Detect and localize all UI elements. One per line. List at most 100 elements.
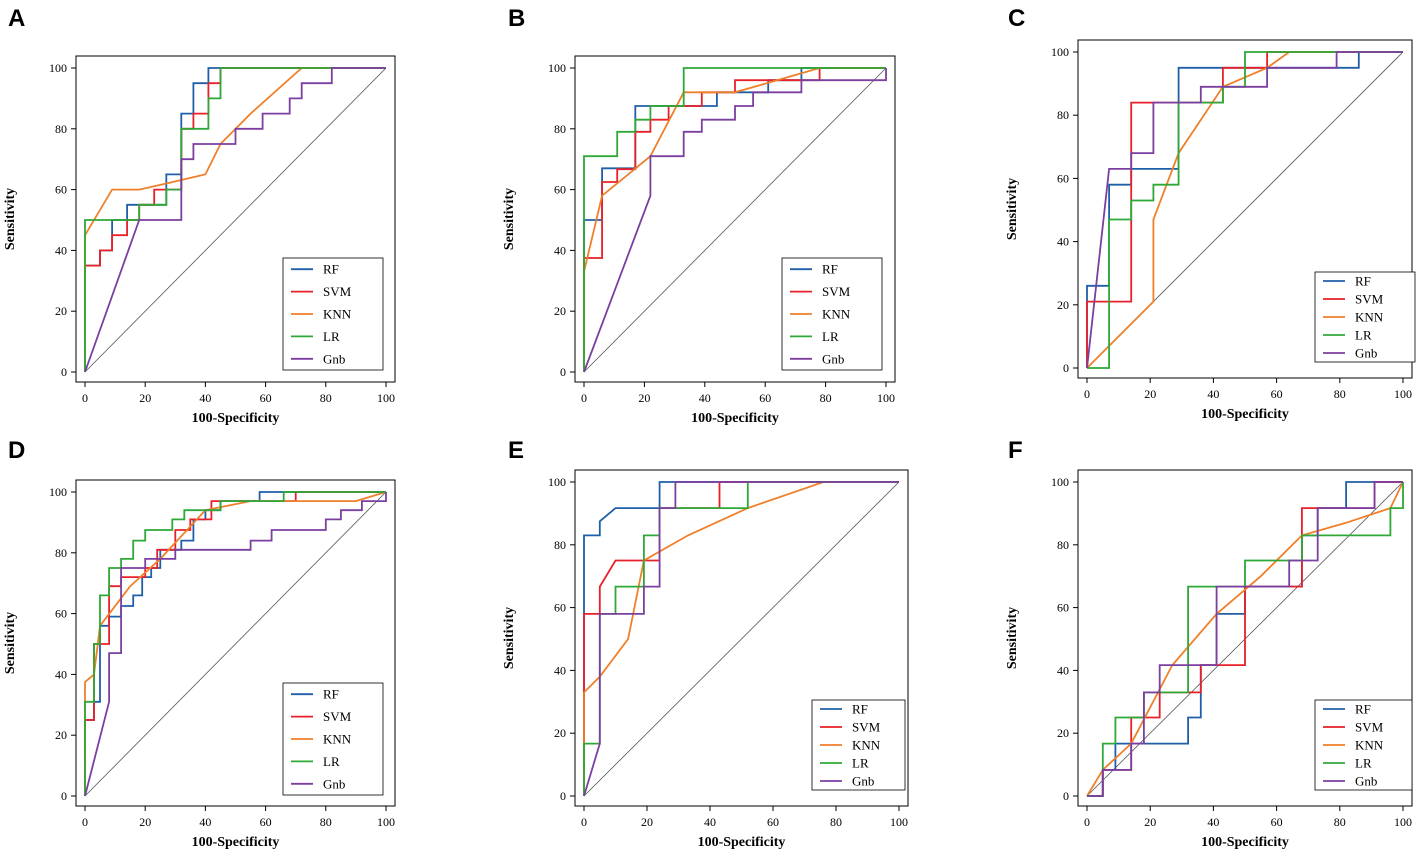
x-tick-label: 100 — [890, 815, 908, 829]
legend-label-knn: KNN — [1355, 310, 1384, 325]
reference-diagonal — [84, 67, 387, 373]
y-tick-label: 20 — [55, 728, 67, 742]
legend-label-svm: SVM — [1355, 720, 1384, 735]
series-line-knn — [84, 491, 387, 796]
series-line-gnb — [1087, 481, 1403, 797]
x-tick-label: 40 — [1207, 815, 1219, 829]
y-tick-label: 100 — [1051, 475, 1069, 489]
series-line-knn — [1086, 481, 1404, 797]
y-tick-label: 80 — [55, 546, 67, 560]
roc-panel-f: F 0 20 40 60 80 100 0 20 40 60 80 100 100-Specificity… — [1005, 437, 1413, 850]
panel-letter: A — [8, 5, 25, 32]
legend-label-rf: RF — [323, 262, 339, 277]
y-tick-label: 80 — [1057, 108, 1069, 122]
x-tick-label: 0 — [1084, 815, 1090, 829]
legend-label-knn: KNN — [323, 307, 352, 322]
y-tick-label: 60 — [554, 183, 566, 197]
legend-label-lr: LR — [822, 329, 839, 344]
y-tick-label: 40 — [554, 243, 566, 257]
y-tick-label: 40 — [554, 663, 566, 677]
legend-label-knn: KNN — [323, 732, 352, 747]
plot-frame — [1077, 469, 1413, 807]
y-axis-title: Sensitivity — [3, 188, 18, 250]
y-tick-label: 40 — [1057, 235, 1069, 249]
y-tick-label: 100 — [49, 61, 67, 75]
y-tick-label: 0 — [560, 365, 566, 379]
y-axis-title: Sensitivity — [502, 607, 517, 669]
legend-label-knn: KNN — [822, 307, 851, 322]
legend-label-knn: KNN — [1355, 738, 1384, 753]
series-line-lr — [583, 67, 886, 372]
x-tick-label: 40 — [704, 815, 716, 829]
y-tick-label: 20 — [55, 304, 67, 318]
legend-label-svm: SVM — [323, 709, 352, 724]
x-tick-label: 40 — [699, 391, 711, 405]
x-tick-label: 60 — [260, 391, 272, 405]
y-tick-label: 80 — [1057, 538, 1069, 552]
panel-letter: C — [1008, 5, 1025, 32]
x-tick-label: 0 — [82, 815, 88, 829]
x-axis-title: 100-Specificity — [192, 411, 280, 426]
legend-label-lr: LR — [1355, 756, 1372, 771]
y-tick-label: 20 — [554, 304, 566, 318]
x-tick-label: 100 — [377, 391, 395, 405]
x-tick-label: 100 — [377, 815, 395, 829]
x-tick-label: 0 — [82, 391, 88, 405]
series-line-lr — [84, 491, 386, 796]
legend-label-gnb: Gnb — [323, 351, 345, 366]
legend-label-gnb: Gnb — [1355, 774, 1377, 789]
series-line-svm — [583, 481, 899, 796]
y-tick-label: 100 — [548, 61, 566, 75]
legend-label-svm: SVM — [323, 284, 352, 299]
series-line-knn — [84, 67, 386, 372]
series-line-lr — [1087, 482, 1404, 797]
legend-label-knn: KNN — [852, 738, 881, 753]
x-tick-label: 100 — [877, 391, 895, 405]
roc-panel-c: C 0 20 40 60 80 100 0 20 40 60 80 100 100-Specificity… — [1005, 5, 1416, 422]
x-tick-label: 0 — [1084, 387, 1090, 401]
x-tick-label: 20 — [1144, 815, 1156, 829]
y-tick-label: 0 — [560, 789, 566, 803]
legend-label-lr: LR — [323, 754, 340, 769]
reference-diagonal — [583, 67, 887, 373]
legend-label-gnb: Gnb — [822, 351, 844, 366]
x-tick-label: 20 — [139, 391, 151, 405]
roc-panel-e: E 0 20 40 60 80 100 0 20 40 60 80 100 100-Specificity… — [502, 437, 909, 850]
x-tick-label: 40 — [199, 815, 211, 829]
panel-letter: B — [508, 5, 525, 32]
series-line-gnb — [583, 481, 899, 797]
x-axis-title: 100-Specificity — [1201, 407, 1289, 422]
series-line-knn — [1086, 51, 1403, 369]
legend-label-svm: SVM — [822, 284, 851, 299]
y-tick-label: 60 — [55, 183, 67, 197]
roc-panel-b: B 0 20 40 60 80 100 0 20 40 60 80 100 100-Specificity… — [502, 5, 896, 426]
x-tick-label: 80 — [1334, 815, 1346, 829]
x-tick-label: 40 — [199, 391, 211, 405]
panel-letter: E — [508, 437, 524, 464]
y-axis-title: Sensitivity — [3, 612, 18, 674]
legend-label-lr: LR — [1355, 328, 1372, 343]
plot-frame — [574, 469, 909, 807]
plot-frame — [75, 479, 396, 807]
x-tick-label: 60 — [1271, 387, 1283, 401]
y-tick-label: 60 — [1057, 171, 1069, 185]
legend-label-svm: SVM — [852, 720, 881, 735]
plot-frame — [574, 55, 896, 383]
y-axis-title: Sensitivity — [502, 188, 517, 250]
y-tick-label: 0 — [61, 789, 67, 803]
x-tick-label: 80 — [320, 815, 332, 829]
y-tick-label: 40 — [55, 243, 67, 257]
x-tick-label: 80 — [820, 391, 832, 405]
y-tick-label: 20 — [1057, 298, 1069, 312]
x-tick-label: 80 — [830, 815, 842, 829]
x-tick-label: 20 — [139, 815, 151, 829]
x-tick-label: 60 — [759, 391, 771, 405]
x-axis-title: 100-Specificity — [1201, 835, 1289, 850]
x-axis-title: 100-Specificity — [691, 411, 779, 426]
legend-label-rf: RF — [1355, 702, 1371, 717]
legend-label-lr: LR — [852, 756, 869, 771]
y-tick-label: 20 — [1057, 726, 1069, 740]
y-axis-title: Sensitivity — [1005, 607, 1020, 669]
x-axis-title: 100-Specificity — [698, 835, 786, 850]
